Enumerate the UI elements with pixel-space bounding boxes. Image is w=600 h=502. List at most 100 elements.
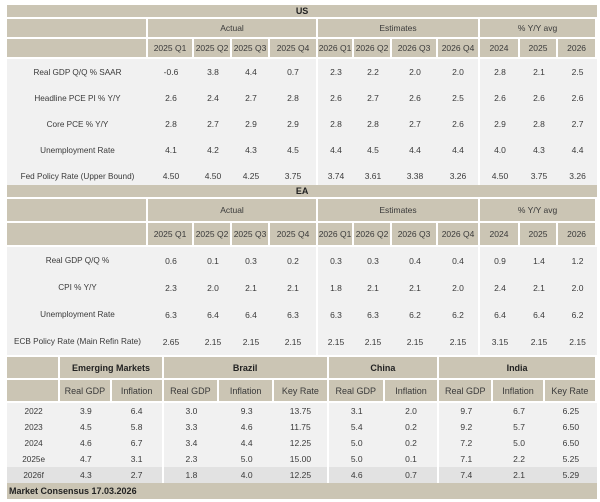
value-cell: 3.1 [111, 451, 164, 467]
value-cell: 2.7 [111, 467, 164, 483]
value-cell: 4.50 [480, 163, 520, 189]
value-cell: 3.3 [163, 419, 220, 435]
column-header: 2026 Q4 [438, 223, 480, 247]
value-cell: 2.15 [354, 328, 392, 355]
table-row: Unemployment Rate 6.3 6.4 6.4 6.3 6.3 6.3 6.2 6.… [7, 301, 598, 328]
value-cell: 3.74 [318, 163, 354, 189]
column-header: 2025 Q1 [148, 39, 194, 59]
column-header: 2025 Q2 [194, 223, 232, 247]
value-cell: 4.50 [194, 163, 232, 189]
column-header: 2025 Q3 [232, 39, 270, 59]
value-cell: 2.7 [354, 85, 392, 111]
table-row: Unemployment Rate 4.1 4.2 4.3 4.5 4.4 4.5 4.4 4.… [7, 137, 598, 163]
value-cell: 2.5 [438, 85, 480, 111]
column-header: 2025 [520, 223, 558, 247]
table-row: Headline PCE PI % Y/Y 2.6 2.4 2.7 2.8 2.6 2.7 2… [7, 85, 598, 111]
column-header: 2024 [480, 223, 520, 247]
column-header: Real GDP [328, 380, 385, 403]
value-cell: 2.3 [163, 451, 220, 467]
value-cell: 13.75 [274, 403, 329, 419]
value-cell: 3.0 [163, 403, 220, 419]
column-header: 2026 Q2 [354, 223, 392, 247]
value-cell: 2.15 [270, 328, 318, 355]
value-cell: 4.4 [318, 137, 354, 163]
column-header: 2025 Q1 [148, 223, 194, 247]
value-cell: 1.8 [318, 274, 354, 301]
value-cell: -0.6 [148, 59, 194, 85]
value-cell: 2.8 [480, 59, 520, 85]
value-cell: 2.6 [438, 111, 480, 137]
value-cell: 9.2 [439, 419, 494, 435]
row-label: ECB Policy Rate (Main Refin Rate) [7, 328, 148, 355]
value-cell: 9.3 [219, 403, 275, 419]
group-yy-avg: % Y/Y avg [480, 19, 598, 39]
value-cell: 2.8 [354, 111, 392, 137]
ea-table: EA Actual Estimates% Y/Y avg 2025 Q1 2025 … [7, 185, 598, 355]
value-cell: 2.0 [438, 59, 480, 85]
value-cell: 2.15 [392, 328, 438, 355]
value-cell: 2.1 [232, 274, 270, 301]
value-cell: 5.0 [219, 451, 275, 467]
em-table: Emerging Markets Brazil China India Real GD… [7, 357, 597, 499]
value-cell: 3.26 [438, 163, 480, 189]
column-header: 2026 Q3 [392, 223, 438, 247]
group-india: India [439, 357, 597, 380]
column-header: 2026 Q2 [354, 39, 392, 59]
group-yy-avg: % Y/Y avg [480, 199, 598, 223]
table-row: 2023 4.5 5.8 3.3 4.6 11.75 5.4 0.2 9.2 5.7 6.50 [7, 419, 597, 435]
value-cell: 4.5 [354, 137, 392, 163]
value-cell: 2.7 [558, 111, 598, 137]
value-cell: 2.8 [520, 111, 558, 137]
value-cell: 4.2 [194, 137, 232, 163]
value-cell: 12.25 [274, 435, 329, 451]
table-row: Real GDP Q/Q % SAAR -0.6 3.8 4.4 0.7 2.3 2.2 2.… [7, 59, 598, 85]
value-cell: 4.4 [232, 59, 270, 85]
value-cell: 2.7 [232, 85, 270, 111]
row-label: Unemployment Rate [7, 301, 148, 328]
value-cell: 4.3 [232, 137, 270, 163]
value-cell: 2.8 [318, 111, 354, 137]
column-header: 2026 Q4 [438, 39, 480, 59]
column-header: Inflation [219, 380, 275, 403]
value-cell: 5.7 [493, 419, 545, 435]
value-cell: 6.4 [520, 301, 558, 328]
row-label: 2022 [7, 403, 61, 419]
column-header: Real GDP [163, 380, 220, 403]
value-cell: 5.0 [328, 435, 385, 451]
value-cell: 4.4 [392, 137, 438, 163]
table-row: 2025e 4.7 3.1 2.3 5.0 15.00 5.0 0.1 7.1 2.2 5.25 [7, 451, 597, 467]
value-cell: 2.9 [232, 111, 270, 137]
value-cell: 6.3 [270, 301, 318, 328]
value-cell: 2.15 [232, 328, 270, 355]
value-cell: 0.2 [384, 419, 440, 435]
value-cell: 6.7 [111, 435, 164, 451]
value-cell: 6.7 [493, 403, 545, 419]
group-estimates: Estimates [318, 19, 480, 39]
value-cell: 4.50 [148, 163, 194, 189]
value-cell: 6.2 [558, 301, 598, 328]
value-cell: 6.50 [544, 435, 597, 451]
row-label: Headline PCE PI % Y/Y [7, 85, 148, 111]
value-cell: 12.25 [274, 467, 329, 483]
value-cell: 2.6 [480, 85, 520, 111]
value-cell: 3.1 [328, 403, 385, 419]
group-china: China [328, 357, 440, 380]
value-cell: 0.2 [384, 435, 440, 451]
value-cell: 6.50 [544, 419, 597, 435]
value-cell: 11.75 [274, 419, 329, 435]
row-label: 2026f [7, 467, 61, 483]
value-cell: 0.1 [194, 247, 232, 274]
value-cell: 9.7 [439, 403, 494, 419]
market-consensus-footer: Market Consensus 17.03.2026 [7, 483, 597, 499]
value-cell: 2.0 [438, 274, 480, 301]
table-row: 2024 4.6 6.7 3.4 4.4 12.25 5.0 0.2 7.2 5.0 6.50 [7, 435, 597, 451]
table-row: Core PCE % Y/Y 2.8 2.7 2.9 2.9 2.8 2.8 2.7 2.6 2.… [7, 111, 598, 137]
column-header: 2025 Q3 [232, 223, 270, 247]
row-label: Real GDP Q/Q % [7, 247, 148, 274]
column-header: Inflation [111, 380, 164, 403]
em-column-headers: Real GDP Inflation Real GDP Inflation Key Ra… [7, 380, 597, 403]
row-label: Real GDP Q/Q % SAAR [7, 59, 148, 85]
row-label: 2025e [7, 451, 61, 467]
corner-cell [7, 39, 148, 59]
value-cell: 4.5 [60, 419, 112, 435]
